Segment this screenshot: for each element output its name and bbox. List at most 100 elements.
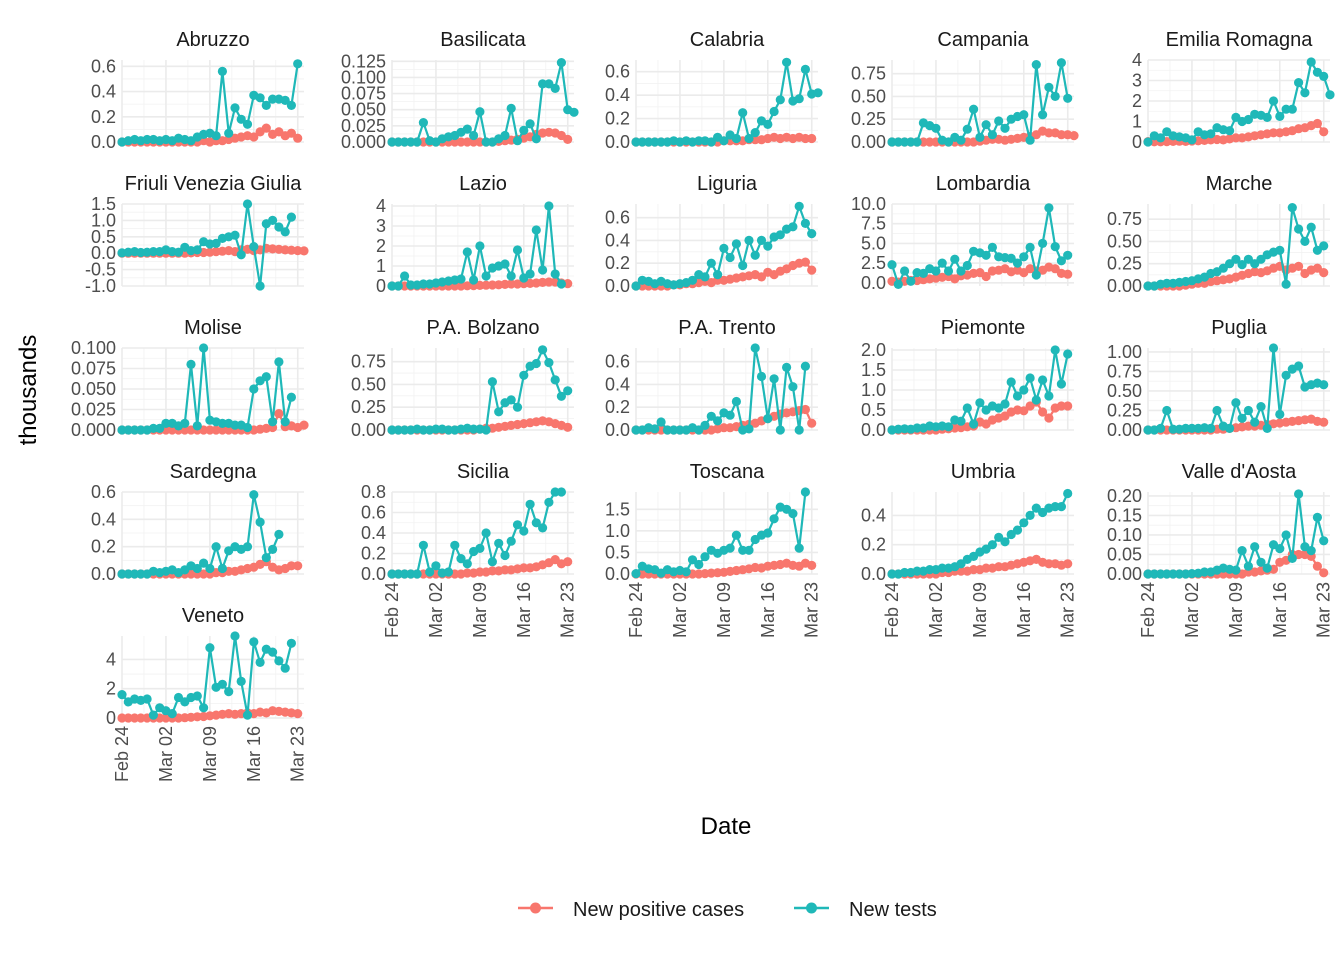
y-tick-label: 0.5 <box>91 227 116 247</box>
data-point-new-tests <box>1050 345 1060 355</box>
y-tick-label: 1.5 <box>861 360 886 380</box>
y-tick-label: 0.0 <box>91 243 116 263</box>
data-point-new-tests <box>1056 502 1066 512</box>
data-point-new-positive-cases <box>1268 128 1279 138</box>
data-point-new-tests <box>763 241 773 251</box>
strip-label-basilicata: Basilicata <box>440 29 526 51</box>
data-point-new-tests <box>425 567 435 577</box>
data-point-new-tests <box>249 490 259 500</box>
data-point-new-tests <box>242 542 253 552</box>
data-point-new-tests <box>199 343 209 353</box>
data-point-new-tests <box>631 137 641 147</box>
data-point-new-tests <box>512 402 523 412</box>
data-point-new-positive-cases <box>224 425 234 435</box>
strip-label-friuli-venezia-giulia: Friuli Venezia Giulia <box>125 173 303 195</box>
y-tick-label: 0.025 <box>71 400 116 420</box>
y-tick-label: 0.75 <box>1107 209 1142 229</box>
data-point-new-tests <box>775 425 785 435</box>
data-point-new-tests <box>800 218 811 228</box>
data-point-new-tests <box>117 569 127 579</box>
data-point-new-tests <box>261 372 271 382</box>
data-point-new-tests <box>1325 90 1335 100</box>
data-point-new-positive-cases <box>981 563 991 573</box>
data-point-new-tests <box>769 514 779 524</box>
data-point-new-positive-cases <box>293 709 303 719</box>
data-point-new-tests <box>987 540 998 550</box>
data-point-new-tests <box>1268 343 1279 353</box>
data-point-new-positive-cases <box>1044 413 1054 423</box>
data-point-new-positive-cases <box>462 137 472 147</box>
y-tick-label: 2.5 <box>861 253 886 273</box>
data-point-new-tests <box>631 281 641 291</box>
x-tick-label: Mar 02 <box>670 582 690 638</box>
data-point-new-tests <box>906 276 916 286</box>
data-point-new-tests <box>750 250 760 260</box>
y-tick-label: 0.10 <box>1107 525 1142 545</box>
data-point-new-tests <box>512 245 523 255</box>
y-tick-label: 0.000 <box>71 420 116 440</box>
data-point-new-tests <box>205 643 215 653</box>
data-point-new-tests <box>675 425 685 435</box>
data-point-new-tests <box>230 103 240 113</box>
data-point-new-tests <box>725 543 735 553</box>
data-point-new-positive-cases <box>456 137 466 147</box>
y-tick-label: 0.075 <box>71 359 116 379</box>
data-point-new-tests <box>1243 405 1253 416</box>
panel-friuli-venezia-giulia: Friuli Venezia Giulia -1.0-0.50.00.51.01.… <box>85 173 309 296</box>
data-point-new-tests <box>981 250 991 260</box>
panel-abruzzo: Abruzzo 0.0 0.2 0.4 0.6 <box>91 29 304 152</box>
data-point-new-tests <box>475 543 485 554</box>
data-point-new-tests <box>393 425 403 435</box>
data-point-new-tests <box>807 229 817 239</box>
y-tick-label: 2 <box>106 679 116 699</box>
data-point-new-tests <box>912 423 922 433</box>
data-point-new-tests <box>519 526 529 536</box>
data-point-new-tests <box>1319 71 1329 81</box>
data-point-new-tests <box>500 259 510 269</box>
strip-label-piemonte: Piemonte <box>941 317 1026 339</box>
data-point-new-tests <box>286 100 296 110</box>
data-point-new-tests <box>192 245 202 255</box>
data-point-new-tests <box>123 569 133 579</box>
x-tick-label: Mar 16 <box>514 582 534 638</box>
y-tick-label: 0.4 <box>91 509 116 529</box>
data-point-new-tests <box>656 417 666 427</box>
data-point-new-tests <box>525 269 535 279</box>
data-point-new-tests <box>1275 544 1285 554</box>
x-tick-label: Mar 16 <box>1270 582 1290 638</box>
x-tick-label: Mar 02 <box>156 726 176 782</box>
data-point-new-tests <box>475 241 485 251</box>
y-tick-label: 0.0 <box>861 564 886 584</box>
data-point-new-tests <box>1231 398 1241 408</box>
data-point-new-tests <box>255 517 265 527</box>
y-tick-label: 0.2 <box>605 253 630 273</box>
y-tick-label: 0.6 <box>605 208 630 228</box>
data-point-new-positive-cases <box>211 425 221 435</box>
strip-label-calabria: Calabria <box>690 29 765 51</box>
x-tick-label: Mar 09 <box>970 582 990 638</box>
data-point-new-positive-cases <box>807 418 817 428</box>
data-point-new-tests <box>1275 111 1285 121</box>
y-tick-label: 0.50 <box>851 86 886 106</box>
data-point-new-tests <box>556 487 567 497</box>
data-point-new-tests <box>1262 423 1272 433</box>
y-tick-label: 0.4 <box>91 82 116 102</box>
y-tick-label: -1.0 <box>85 276 116 296</box>
y-tick-label: 0.0 <box>861 420 886 440</box>
data-point-new-tests <box>280 95 290 105</box>
data-point-new-tests <box>1306 546 1316 556</box>
y-tick-label: 1.5 <box>605 499 630 519</box>
data-point-new-tests <box>538 523 548 533</box>
data-point-new-tests <box>912 137 922 147</box>
y-tick-label: 1 <box>1132 112 1142 132</box>
x-axis-title: Date <box>701 813 752 840</box>
data-point-new-tests <box>1012 391 1023 401</box>
panel-veneto: Veneto 0 2 4 Feb 24 Mar 02 Mar 09 Mar 16 Mar 23 <box>106 605 308 782</box>
data-point-new-tests <box>274 357 284 367</box>
data-point-new-tests <box>274 529 284 540</box>
data-point-new-tests <box>1000 123 1010 133</box>
data-point-new-tests <box>706 411 716 421</box>
data-point-new-tests <box>506 395 516 405</box>
data-point-new-tests <box>192 691 202 701</box>
data-point-new-tests <box>469 130 479 141</box>
